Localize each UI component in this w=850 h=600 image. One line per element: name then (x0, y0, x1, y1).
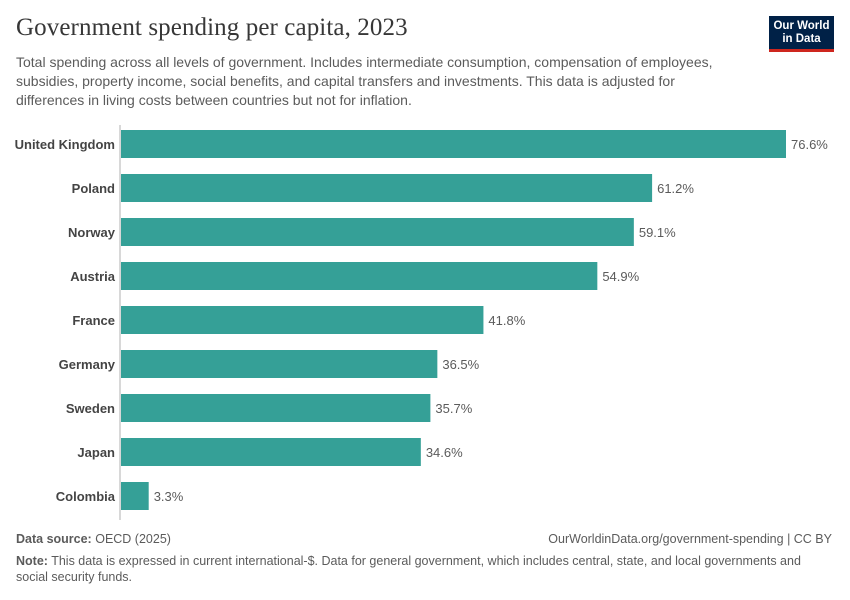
value-label: 54.9% (602, 269, 639, 284)
category-label: Sweden (66, 401, 115, 416)
category-label: Poland (72, 181, 115, 196)
logo-line-2: in Data (782, 33, 821, 45)
bar-chart: United Kingdom 76.6% Poland 61.2% Norway 59.1… (15, 125, 828, 520)
source-label: Data source: (16, 532, 92, 546)
category-label: United Kingdom (15, 137, 115, 152)
category-label: Norway (68, 225, 116, 240)
category-label: Japan (77, 445, 115, 460)
category-label: Austria (70, 269, 116, 284)
value-label: 59.1% (639, 225, 676, 240)
bar[interactable] (121, 174, 653, 202)
value-label: 36.5% (442, 357, 479, 372)
chart-title: Government spending per capita, 2023 (16, 14, 408, 41)
bar[interactable] (121, 218, 634, 246)
bar[interactable] (121, 482, 149, 510)
value-label: 34.6% (426, 445, 463, 460)
chart-note: Note: This data is expressed in current … (16, 553, 816, 585)
source-value[interactable]: OECD (2025) (95, 532, 171, 546)
owid-logo[interactable]: Our World in Data (769, 16, 834, 52)
note-text: This data is expressed in current intern… (16, 554, 801, 584)
chart-subtitle: Total spending across all levels of gove… (16, 54, 713, 108)
bar[interactable] (121, 350, 438, 378)
category-label: Colombia (56, 489, 116, 504)
value-label: 61.2% (657, 181, 694, 196)
value-label: 3.3% (154, 489, 184, 504)
value-label: 41.8% (488, 313, 525, 328)
category-label: France (72, 313, 115, 328)
bar[interactable] (121, 438, 421, 466)
category-label: Germany (59, 357, 116, 372)
data-source: Data source: OECD (2025) (16, 532, 171, 546)
bar[interactable] (121, 262, 598, 290)
bar[interactable] (121, 306, 484, 334)
source-url[interactable]: OurWorldinData.org/government-spending |… (548, 532, 832, 546)
value-label: 35.7% (435, 401, 472, 416)
bar[interactable] (121, 394, 431, 422)
bar[interactable] (121, 130, 786, 158)
note-label: Note: (16, 554, 48, 568)
logo-line-1: Our World (773, 20, 830, 32)
value-label: 76.6% (791, 137, 828, 152)
